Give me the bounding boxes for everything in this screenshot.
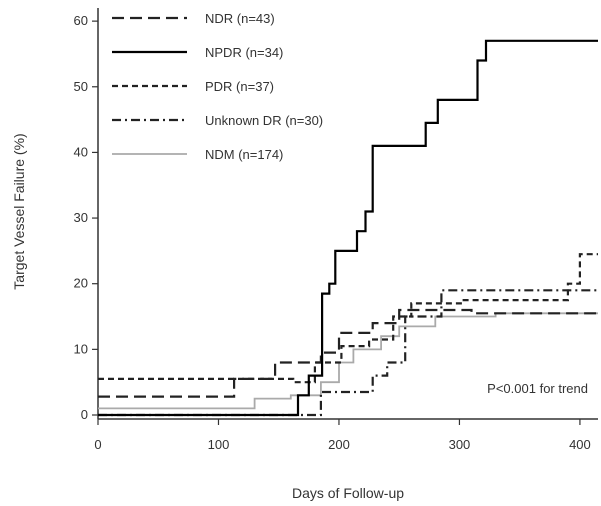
p-value-annotation: P<0.001 for trend — [487, 381, 588, 396]
y-tick-label: 0 — [81, 407, 88, 422]
series-line-0 — [98, 308, 598, 398]
legend-label: NPDR (n=34) — [205, 45, 283, 60]
series-line-1 — [98, 39, 598, 417]
y-tick-label: 20 — [74, 276, 88, 291]
y-tick-label: 30 — [74, 210, 88, 225]
legend: NDR (n=43) NPDR (n=34) PDR (n=37) Unknown D… — [112, 11, 323, 162]
legend-label: NDM (n=174) — [205, 147, 283, 162]
y-axis-title: Target Vessel Failure (%) — [11, 133, 27, 289]
x-tick-label: 300 — [449, 437, 471, 452]
series-line-3 — [98, 289, 598, 417]
legend-label: PDR (n=37) — [205, 79, 274, 94]
series-line-2 — [98, 253, 598, 384]
x-tick-label: 400 — [569, 437, 591, 452]
series-line-4 — [98, 312, 598, 410]
x-tick-label: 200 — [328, 437, 350, 452]
legend-label: NDR (n=43) — [205, 11, 275, 26]
legend-label: Unknown DR (n=30) — [205, 113, 323, 128]
y-tick-label: 60 — [74, 13, 88, 28]
x-tick-label: 0 — [94, 437, 101, 452]
series-lines — [98, 39, 598, 417]
y-tick-label: 10 — [74, 341, 88, 356]
axes: 0 10 20 30 40 50 60 0 100 200 300 400 — [74, 8, 598, 452]
x-axis-title: Days of Follow-up — [292, 485, 404, 501]
y-tick-label: 50 — [74, 79, 88, 94]
x-tick-label: 100 — [208, 437, 230, 452]
y-tick-label: 40 — [74, 144, 88, 159]
